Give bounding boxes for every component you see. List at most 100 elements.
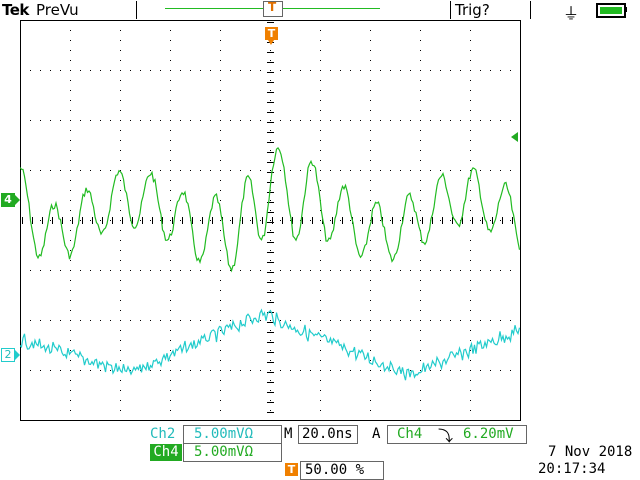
grid-dot [220, 90, 221, 91]
grid-dot [120, 210, 121, 211]
grid-dot [320, 280, 321, 281]
trigger-time-marker[interactable]: T [265, 27, 278, 45]
grid-dot [270, 400, 271, 401]
grid-dot [330, 370, 331, 371]
grid-dot [420, 200, 421, 201]
grid-dot [270, 140, 271, 141]
grid-dot [270, 50, 271, 51]
grid-dot [440, 320, 441, 321]
grid-dot [380, 170, 381, 171]
grid-dot [470, 50, 471, 51]
grid-dot [120, 110, 121, 111]
grid-dot [320, 60, 321, 61]
grid-dot [200, 70, 201, 71]
grid-dot [170, 40, 171, 41]
grid-dot [370, 340, 371, 341]
ch2-scale-box[interactable]: 5.00mVΩ [183, 425, 282, 444]
grid-dot [220, 260, 221, 261]
grid-dot [120, 220, 121, 221]
grid-dot [260, 70, 261, 71]
grid-dot [380, 220, 381, 221]
grid-dot [490, 320, 491, 321]
grid-dot [420, 350, 421, 351]
grid-dot [170, 300, 171, 301]
grid-dot [440, 270, 441, 271]
grid-dot [350, 120, 351, 121]
grid-dot [200, 220, 201, 221]
grid-dot [310, 70, 311, 71]
grid-dot [150, 370, 151, 371]
grid-dot [110, 220, 111, 221]
grid-dot [470, 200, 471, 201]
grid-dot [430, 170, 431, 171]
grid-dot [70, 40, 71, 41]
grid-dot [470, 130, 471, 131]
grid-dot [220, 170, 221, 171]
grid-dot [370, 80, 371, 81]
grid-dot [470, 290, 471, 291]
grid-dot [370, 120, 371, 121]
grid-dot [70, 410, 71, 411]
grid-dot [380, 70, 381, 71]
grid-dot [170, 130, 171, 131]
grid-dot [50, 120, 51, 121]
grid-dot [330, 220, 331, 221]
grid-dot [160, 370, 161, 371]
grid-dot [480, 120, 481, 121]
grid-dot [410, 320, 411, 321]
timebase-box[interactable]: 20.0ns [298, 425, 358, 444]
grid-dot [150, 170, 151, 171]
grid-dot [270, 330, 271, 331]
grid-dot [120, 40, 121, 41]
grid-dot [500, 270, 501, 271]
trigger-level-arrow-icon[interactable] [511, 132, 518, 142]
grid-dot [280, 170, 281, 171]
grid-dot [420, 330, 421, 331]
grid-dot [320, 380, 321, 381]
grid-dot [420, 50, 421, 51]
grid-dot [150, 220, 151, 221]
grid-dot [420, 170, 421, 171]
grid-dot [260, 120, 261, 121]
grid-dot [350, 70, 351, 71]
grid-dot [120, 320, 121, 321]
divider [530, 1, 531, 19]
grid-dot [70, 140, 71, 141]
grid-dot [340, 220, 341, 221]
grid-dot [120, 360, 121, 361]
grid-dot [150, 270, 151, 271]
grid-dot [370, 30, 371, 31]
divider [450, 1, 451, 19]
trigger-position-box[interactable]: 50.00 % [300, 461, 384, 480]
grid-dot [80, 220, 81, 221]
grid-dot [70, 240, 71, 241]
acquisition-status: PreVu [36, 1, 79, 19]
grid-dot [70, 220, 71, 221]
grid-dot [90, 170, 91, 171]
grid-dot [70, 120, 71, 121]
ch4-scale: 5.00mVΩ [194, 444, 254, 460]
grid-dot [170, 110, 171, 111]
grid-dot [250, 370, 251, 371]
grid-dot [100, 270, 101, 271]
grid-dot [150, 320, 151, 321]
grid-dot [120, 330, 121, 331]
grid-dot [270, 80, 271, 81]
timebase-value: 20.0ns [302, 426, 353, 442]
grid-dot [30, 320, 31, 321]
grid-dot [60, 70, 61, 71]
grid-dot [270, 300, 271, 301]
ch4-scale-box[interactable]: 5.00mVΩ [183, 443, 282, 462]
waveform-display[interactable] [20, 20, 521, 421]
grid-dot [470, 180, 471, 181]
ch4-ground-marker[interactable]: 4 [1, 193, 20, 207]
grid-dot [320, 330, 321, 331]
grid-dot [70, 260, 71, 261]
ch4-waveform [20, 146, 521, 273]
trigger-settings-box[interactable]: Ch4 ⤵ 6.20mV [387, 425, 527, 445]
grid-dot [380, 320, 381, 321]
ch2-ground-marker[interactable]: 2 [1, 348, 20, 362]
grid-dot [70, 190, 71, 191]
grid-dot [170, 120, 171, 121]
grid-dot [40, 220, 41, 221]
